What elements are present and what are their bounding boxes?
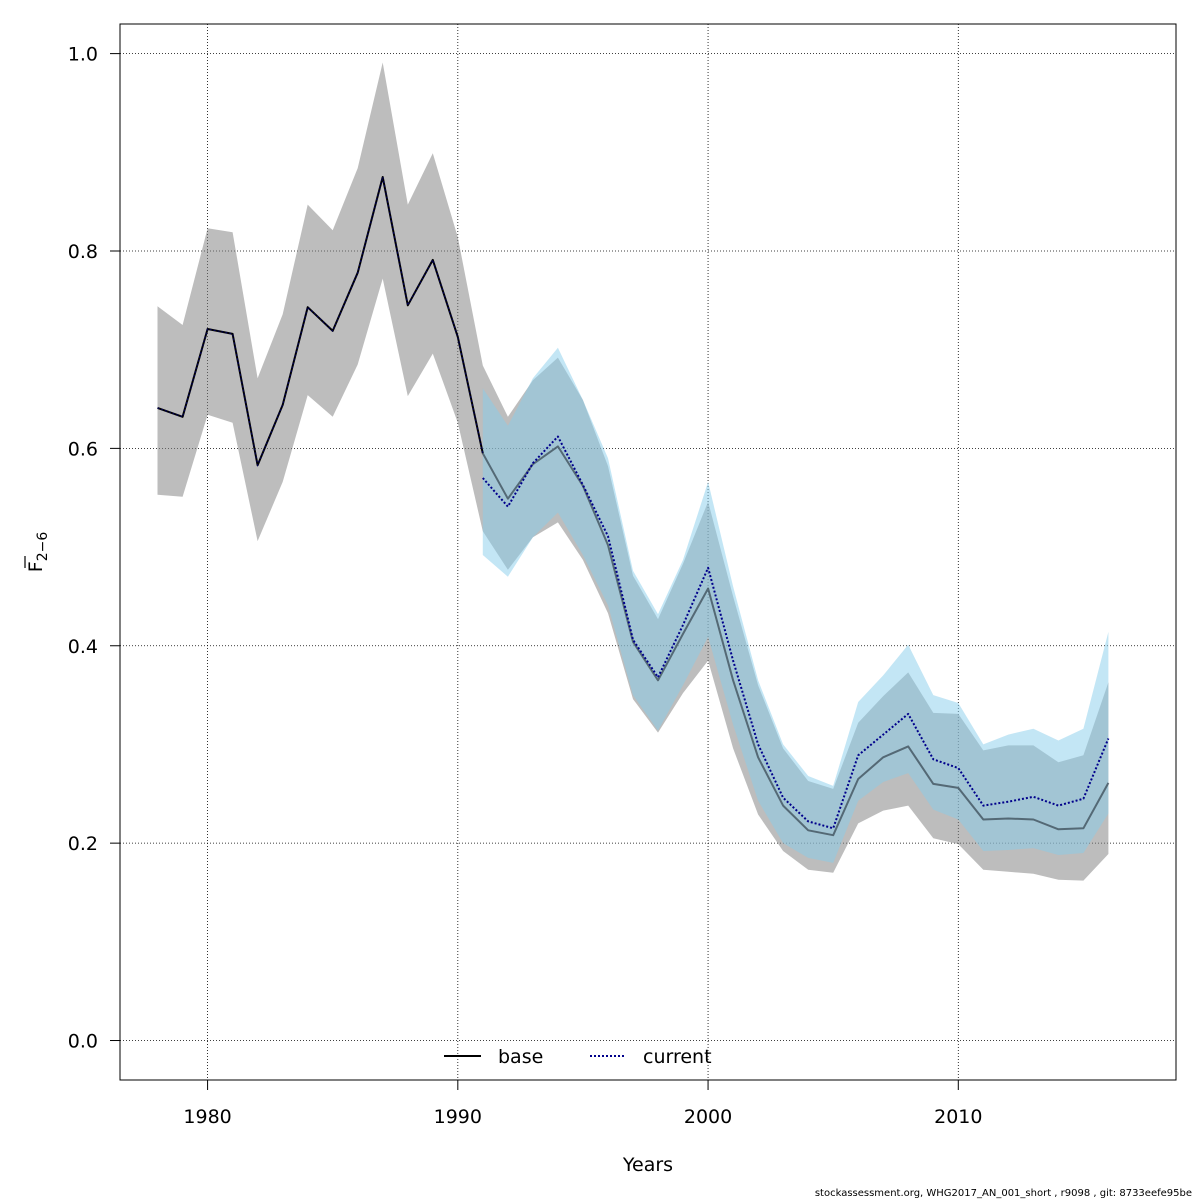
y-axis-label: F2−6	[24, 532, 51, 573]
footer-source-note: stockassessment.org, WHG2017_AN_001_shor…	[814, 1188, 1192, 1199]
axis-ticks: 1980 1990 2000 2010 0.0 0.2 0.4 0.6 0.8 1.0	[68, 44, 983, 1128]
y-tick-label: 0.6	[68, 438, 98, 460]
legend: base current	[444, 1046, 712, 1068]
x-tick-label: 2010	[934, 1106, 982, 1128]
x-tick-label: 1990	[434, 1106, 482, 1128]
confidence-band-current	[482, 347, 1109, 863]
series-line-current	[482, 435, 1110, 830]
confidence-bands	[157, 62, 1109, 881]
series-line-base-overlap	[481, 445, 1110, 837]
x-axis-label: Years	[622, 1154, 673, 1176]
svg-text:F2−6: F2−6	[25, 532, 51, 573]
y-tick-label: 0.2	[68, 833, 98, 855]
series-lines	[157, 176, 1110, 837]
y-tick-label: 0.8	[68, 241, 98, 263]
y-tick-label: 1.0	[68, 44, 98, 66]
x-tick-label: 1980	[183, 1106, 231, 1128]
legend-label-base: base	[498, 1046, 543, 1068]
y-axis-label-main: F	[25, 561, 47, 572]
y-axis-label-subscript: 2−6	[35, 532, 51, 562]
y-tick-label: 0.4	[68, 636, 98, 658]
legend-label-current: current	[643, 1046, 712, 1068]
plot-area-frame	[119, 23, 1177, 1081]
y-tick-label: 0.0	[68, 1031, 98, 1053]
grid-lines	[120, 24, 1176, 1080]
confidence-band-base	[157, 62, 1109, 881]
series-line-current-early	[157, 176, 484, 468]
x-tick-label: 2000	[684, 1106, 732, 1128]
